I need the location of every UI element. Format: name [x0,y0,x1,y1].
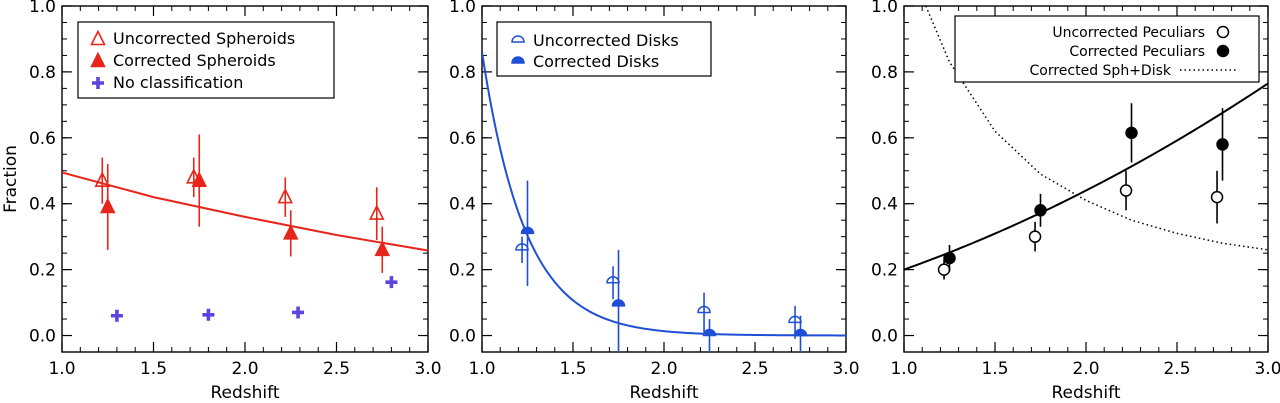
data-point [292,306,305,319]
data-point [937,263,951,276]
legend-label: No classification [113,73,243,92]
series-circle-open [937,170,1224,280]
data-point [1210,190,1224,204]
fit-curve [904,82,1268,271]
chart-panel-2: 1.0 1.5 2.0 2.5 3.0 0.0 0.2 0.4 0.6 0.8 1.0 Redshif… [449,0,860,403]
data-point [277,187,294,204]
data-point [702,328,717,337]
x-tick-label: 2.5 [323,359,350,379]
data-point [368,204,385,220]
legend: Uncorrected Spheroids Corrected Spheroids… [77,21,335,99]
fit-curve [482,51,846,337]
data-point [611,299,626,307]
x-tick-label: 3.0 [414,359,441,379]
data-point [520,226,535,235]
data-point [110,309,123,322]
data-point [1125,126,1138,140]
data-point [1119,184,1133,197]
y-axis-title: Fraction [1,145,21,213]
chart-panel-1: 1.0 1.5 2.0 2.5 3.0 0.0 0.2 0.4 0.6 0.8 1.0 Redshif… [1,0,442,403]
x-tick-label: 1.5 [981,359,1008,379]
y-tick-label: 0.0 [871,327,898,347]
data-point [202,308,215,321]
data-point [697,305,711,314]
y-tick-label: 1.0 [29,0,56,17]
data-point [1028,230,1042,243]
legend: Uncorrected Peculiars Corrected Peculiars… [954,15,1260,83]
legend-marker [90,51,106,68]
legend-label: Corrected Disks [533,52,659,71]
legend-label: Corrected Spheroids [113,51,276,70]
legend-marker [511,56,525,64]
legend-label: Corrected Peculiars [1069,44,1205,60]
legend: Uncorrected Disks Corrected Disks [496,21,712,77]
y-tick-label: 0.8 [449,63,476,83]
series-plus [110,276,398,322]
x-axis-title: Redshift [210,383,279,403]
y-tick-label: 0.8 [871,63,898,83]
series-triangle-open [94,157,385,240]
data-point [385,276,398,289]
x-tick-label: 2.0 [1072,359,1099,379]
x-tick-label: 1.5 [559,359,586,379]
data-point [943,251,956,265]
y-tick-label: 0.6 [29,129,56,149]
legend-marker [511,35,525,43]
y-tick-label: 0.2 [449,261,476,281]
y-tick-label: 1.0 [449,0,476,17]
x-axis-title: Redshift [1051,383,1120,403]
legend-label: Uncorrected Spheroids [113,29,295,48]
data-point [191,171,208,187]
data-point [1034,204,1047,217]
y-tick-label: 0.2 [29,261,56,281]
legend-marker [1216,25,1230,39]
data-point [793,328,808,337]
x-tick-label: 2.0 [650,359,677,379]
x-tick-label: 1.0 [48,359,75,379]
y-tick-label: 0.8 [29,63,56,83]
legend-marker [1216,44,1230,58]
x-tick-label: 1.0 [890,359,917,379]
y-tick-label: 0.4 [449,195,476,215]
plot-area [62,134,428,322]
legend-label: Uncorrected Peculiars [1052,25,1205,41]
y-tick-label: 0.0 [29,327,56,347]
plot-area [482,51,846,352]
data-point [94,171,111,187]
x-axis-title: Redshift [629,383,698,403]
y-tick-label: 0.2 [871,261,898,281]
legend-box [77,21,335,99]
legend-box [954,15,1260,83]
x-tick-label: 2.5 [1163,359,1190,379]
y-tick-label: 0.4 [29,195,56,215]
y-tick-label: 1.0 [871,0,898,17]
y-tick-label: 0.6 [449,129,476,149]
chart-panel-3: 1.0 1.5 2.0 2.5 3.0 0.0 0.2 0.4 0.6 0.8 1.0 Redshif… [871,0,1280,403]
plot-area [904,6,1268,280]
data-point [99,197,116,214]
x-tick-label: 3.0 [1254,359,1280,379]
series-triangle-filled [99,134,391,273]
x-tick-label: 1.5 [140,359,167,379]
series-circle-filled [943,103,1229,272]
y-tick-label: 0.0 [449,327,476,347]
legend-marker [90,29,106,46]
legend-marker [92,77,104,89]
x-tick-label: 1.0 [468,359,495,379]
legend-box [496,21,712,77]
data-point [374,240,391,257]
y-tick-label: 0.6 [871,129,898,149]
data-point [1216,138,1229,151]
x-tick-label: 3.0 [832,359,859,379]
x-tick-label: 2.5 [741,359,768,379]
fit-curve [62,171,428,252]
legend-label: Uncorrected Disks [533,31,679,50]
series-halfcircle-filled [520,180,808,352]
y-tick-label: 0.4 [871,195,898,215]
legend-label: Corrected Sph+Disk [1030,63,1172,79]
data-point [282,224,299,240]
x-tick-label: 2.0 [231,359,258,379]
